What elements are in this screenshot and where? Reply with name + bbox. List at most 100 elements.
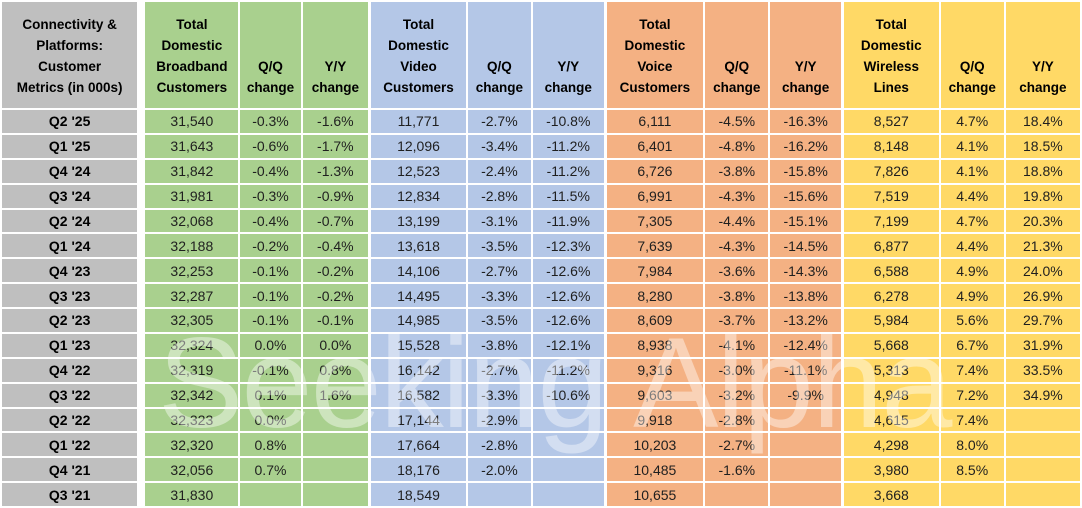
- video-yy-cell: [530, 481, 607, 508]
- column-spacer: [138, 183, 145, 209]
- table-row: Q2 '24 32,068 -0.4% -0.7% 13,199 -3.1% -11.9% 7…: [0, 207, 1082, 235]
- wireless-yy-cell: 18.5%: [1003, 132, 1082, 160]
- voice-qq-header: Q/Q change: [703, 0, 771, 110]
- broadband-yy-cell: -1.7%: [300, 132, 371, 160]
- voice-yy-cell: -15.6%: [768, 182, 844, 210]
- video-qq-cell: -2.8%: [465, 182, 533, 210]
- video-qq-cell: -3.5%: [465, 307, 533, 334]
- broadband-total-header: Total Domestic Broadband Customers: [143, 0, 241, 110]
- wireless-yy-cell: 19.8%: [1003, 182, 1082, 210]
- broadband-qq-cell: -0.3%: [238, 108, 303, 135]
- wireless-total-cell: 5,668: [840, 331, 941, 359]
- video-total-cell: 18,176: [368, 456, 468, 484]
- voice-qq-cell: -2.7%: [703, 431, 771, 459]
- row-label: Q2 '23: [0, 307, 140, 334]
- voice-qq-cell: -3.8%: [703, 282, 771, 309]
- row-label: Q3 '22: [0, 381, 140, 409]
- wireless-qq-cell: 8.5%: [938, 456, 1006, 484]
- voice-yy-header: Y/Y change: [768, 0, 844, 110]
- row-label: Q4 '21: [0, 456, 140, 484]
- voice-total-cell: 7,984: [603, 257, 706, 285]
- broadband-yy-cell: -0.2%: [300, 282, 371, 309]
- video-total-cell: 16,582: [368, 381, 468, 409]
- voice-qq-cell: -4.5%: [703, 108, 771, 135]
- broadband-yy-cell: -1.3%: [300, 157, 371, 185]
- voice-yy-cell: -9.9%: [768, 381, 844, 409]
- broadband-total-cell: 31,643: [143, 132, 241, 160]
- video-qq-cell: -2.7%: [465, 257, 533, 285]
- row-label: Q4 '23: [0, 257, 140, 285]
- video-yy-cell: -11.2%: [530, 132, 607, 160]
- wireless-qq-cell: 4.7%: [938, 207, 1006, 235]
- video-qq-cell: -3.3%: [465, 282, 533, 309]
- voice-qq-cell: -3.0%: [703, 356, 771, 384]
- voice-yy-cell: -16.3%: [768, 108, 844, 135]
- broadband-yy-cell: [300, 406, 371, 434]
- wireless-total-cell: 6,278: [840, 282, 941, 309]
- broadband-yy-cell: -0.9%: [300, 182, 371, 210]
- voice-yy-cell: [768, 481, 844, 508]
- broadband-yy-cell: 1.6%: [300, 381, 371, 409]
- video-total-cell: 14,106: [368, 257, 468, 285]
- broadband-qq-cell: -0.1%: [238, 356, 303, 384]
- table-row: Q4 '24 31,842 -0.4% -1.3% 12,523 -2.4% -11.2% 6…: [0, 157, 1082, 185]
- wireless-total-header: Total Domestic Wireless Lines: [840, 0, 941, 110]
- wireless-total-cell: 4,298: [840, 431, 941, 459]
- table-row: Q3 '24 31,981 -0.3% -0.9% 12,834 -2.8% -11.5% 6…: [0, 182, 1082, 210]
- voice-yy-cell: -16.2%: [768, 132, 844, 160]
- broadband-yy-cell: -1.6%: [300, 108, 371, 135]
- header-row: Connectivity & Platforms: Customer Metri…: [0, 0, 1082, 110]
- broadband-total-cell: 31,842: [143, 157, 241, 185]
- column-spacer: [138, 382, 145, 408]
- voice-yy-cell: [768, 456, 844, 484]
- wireless-qq-cell: 7.4%: [938, 356, 1006, 384]
- voice-qq-cell: -4.3%: [703, 232, 771, 260]
- wireless-qq-cell: 5.6%: [938, 307, 1006, 334]
- wireless-total-cell: 8,527: [840, 108, 941, 135]
- row-label: Q1 '22: [0, 431, 140, 459]
- voice-yy-cell: -15.8%: [768, 157, 844, 185]
- broadband-yy-cell: [300, 431, 371, 459]
- video-total-cell: 11,771: [368, 108, 468, 135]
- wireless-yy-cell: 34.9%: [1003, 381, 1082, 409]
- wireless-qq-cell: 6.7%: [938, 331, 1006, 359]
- column-spacer: [138, 208, 145, 234]
- table-row: Q2 '25 31,540 -0.3% -1.6% 11,771 -2.7% -10.8% 6…: [0, 108, 1082, 135]
- wireless-total-cell: 8,148: [840, 132, 941, 160]
- wireless-yy-header: Y/Y change: [1003, 0, 1082, 110]
- voice-total-cell: 7,639: [603, 232, 706, 260]
- voice-qq-cell: -2.8%: [703, 406, 771, 434]
- table-row: Q1 '25 31,643 -0.6% -1.7% 12,096 -3.4% -11.2% 6…: [0, 132, 1082, 160]
- row-label: Q2 '24: [0, 207, 140, 235]
- broadband-qq-cell: -0.4%: [238, 207, 303, 235]
- wireless-total-cell: 7,199: [840, 207, 941, 235]
- broadband-total-cell: 32,320: [143, 431, 241, 459]
- broadband-total-cell: 32,068: [143, 207, 241, 235]
- video-qq-cell: -3.4%: [465, 132, 533, 160]
- voice-qq-cell: -1.6%: [703, 456, 771, 484]
- video-qq-cell: -2.8%: [465, 431, 533, 459]
- broadband-yy-cell: -0.1%: [300, 307, 371, 334]
- voice-total-cell: 9,603: [603, 381, 706, 409]
- video-yy-cell: -10.6%: [530, 381, 607, 409]
- voice-total-cell: 10,203: [603, 431, 706, 459]
- wireless-qq-cell: 8.0%: [938, 431, 1006, 459]
- voice-yy-cell: [768, 406, 844, 434]
- broadband-yy-header: Y/Y change: [300, 0, 371, 110]
- broadband-yy-cell: -0.4%: [300, 232, 371, 260]
- column-spacer: [138, 432, 145, 458]
- table-row: Q4 '21 32,056 0.7% 18,176 -2.0% 10,485 -1.6% 3,…: [0, 456, 1082, 484]
- broadband-qq-cell: -0.2%: [238, 232, 303, 260]
- voice-qq-cell: -3.7%: [703, 307, 771, 334]
- wireless-qq-cell: 4.1%: [938, 157, 1006, 185]
- broadband-qq-cell: 0.8%: [238, 431, 303, 459]
- video-total-cell: 17,664: [368, 431, 468, 459]
- column-spacer: [138, 233, 145, 259]
- voice-qq-cell: -4.1%: [703, 331, 771, 359]
- table-row: Q3 '22 32,342 0.1% 1.6% 16,582 -3.3% -10.6% 9,6…: [0, 381, 1082, 409]
- voice-total-cell: 6,401: [603, 132, 706, 160]
- broadband-qq-cell: [238, 481, 303, 508]
- video-yy-cell: -11.2%: [530, 157, 607, 185]
